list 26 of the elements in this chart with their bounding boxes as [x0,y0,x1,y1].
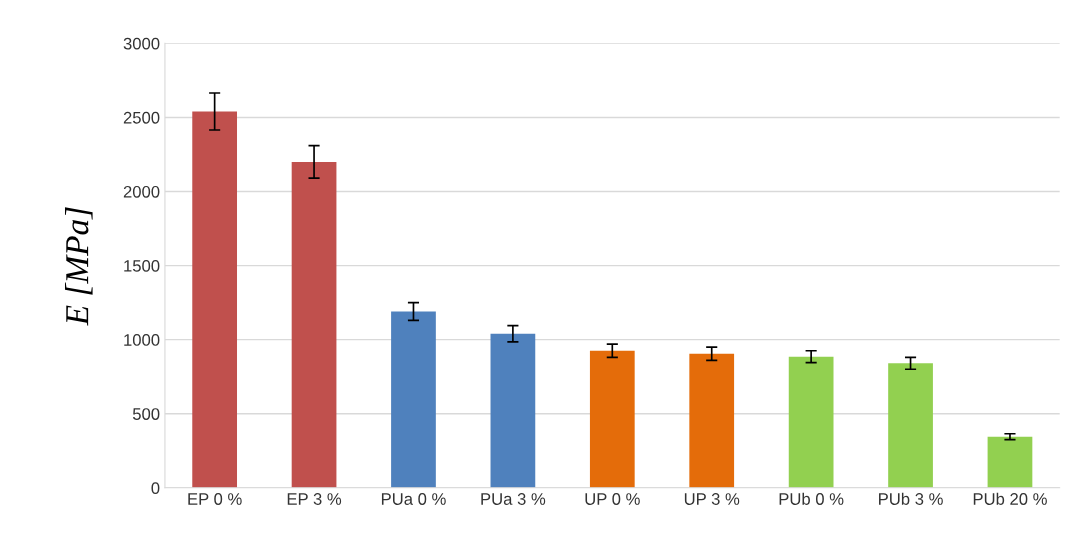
y-tick-label: 1000 [124,334,160,346]
bar [888,363,933,488]
x-tick-label: EP 3 % [287,493,342,505]
y-tick-label: 0 [151,482,160,494]
bar [391,311,436,488]
x-tick-label: UP 0 % [585,493,640,505]
x-tick-label: PUa 3 % [481,493,546,505]
bar [490,333,536,488]
x-tick-label: UP 3 % [684,493,740,505]
x-tick-label: PUb 0 % [779,492,844,505]
x-tick-label: EP 0 % [188,493,242,505]
bar [788,356,834,488]
bar [589,350,635,488]
x-tick-label: PUb 20 % [973,492,1047,505]
y-axis-title: E [MPa] [64,207,93,326]
y-tick-label: 500 [132,408,160,420]
y-tick-label: 3000 [123,37,160,50]
bar [192,111,238,488]
bar [689,353,735,488]
y-tick-label: 1500 [124,259,160,272]
bar [291,161,337,488]
bar [987,436,1033,488]
y-tick-label: 2500 [123,111,160,124]
x-tick-label: PUa 0 % [381,493,446,505]
x-tick-label: PUb 3 % [879,492,943,505]
y-tick-label: 2000 [123,185,160,198]
